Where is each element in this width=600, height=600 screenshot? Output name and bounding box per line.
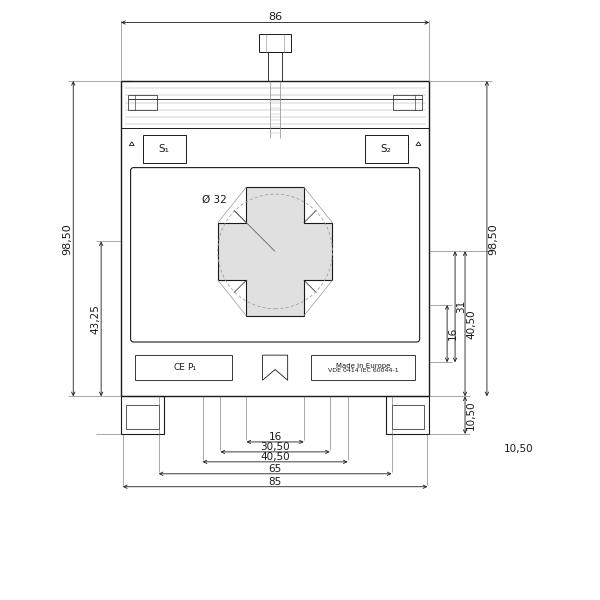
Text: S₂: S₂ [381, 144, 392, 154]
Text: S₁: S₁ [158, 144, 169, 154]
Text: 10,50: 10,50 [504, 444, 533, 454]
Text: Ø 32: Ø 32 [202, 195, 227, 205]
Bar [127, 406, 158, 428]
Bar [386, 397, 429, 434]
Bar [268, 52, 282, 81]
Text: VDE 0414 IEC 60044-1: VDE 0414 IEC 60044-1 [328, 368, 398, 373]
Text: 16: 16 [268, 432, 282, 442]
Text: 40,50: 40,50 [466, 309, 476, 338]
Bar [392, 406, 424, 428]
Bar [128, 95, 157, 110]
Bar [121, 397, 164, 434]
Text: Made in Europe: Made in Europe [336, 363, 390, 369]
Text: 10,50: 10,50 [466, 400, 476, 430]
Text: P₁: P₁ [187, 363, 196, 372]
Text: 85: 85 [268, 477, 282, 487]
Polygon shape [218, 187, 332, 316]
Text: 86: 86 [268, 11, 282, 22]
Text: CE: CE [174, 363, 185, 372]
Text: 31: 31 [456, 300, 466, 313]
Text: 98,50: 98,50 [488, 223, 498, 254]
Bar [394, 95, 422, 110]
Text: 40,50: 40,50 [260, 452, 290, 462]
Bar [136, 355, 232, 380]
Bar [143, 135, 185, 163]
Text: 43,25: 43,25 [90, 304, 100, 334]
Bar [365, 135, 407, 163]
Text: 98,50: 98,50 [62, 223, 72, 254]
Bar [311, 355, 415, 380]
Text: 65: 65 [268, 464, 282, 474]
Text: 16: 16 [448, 327, 458, 340]
Text: 30,50: 30,50 [260, 442, 290, 452]
Bar [259, 34, 291, 52]
